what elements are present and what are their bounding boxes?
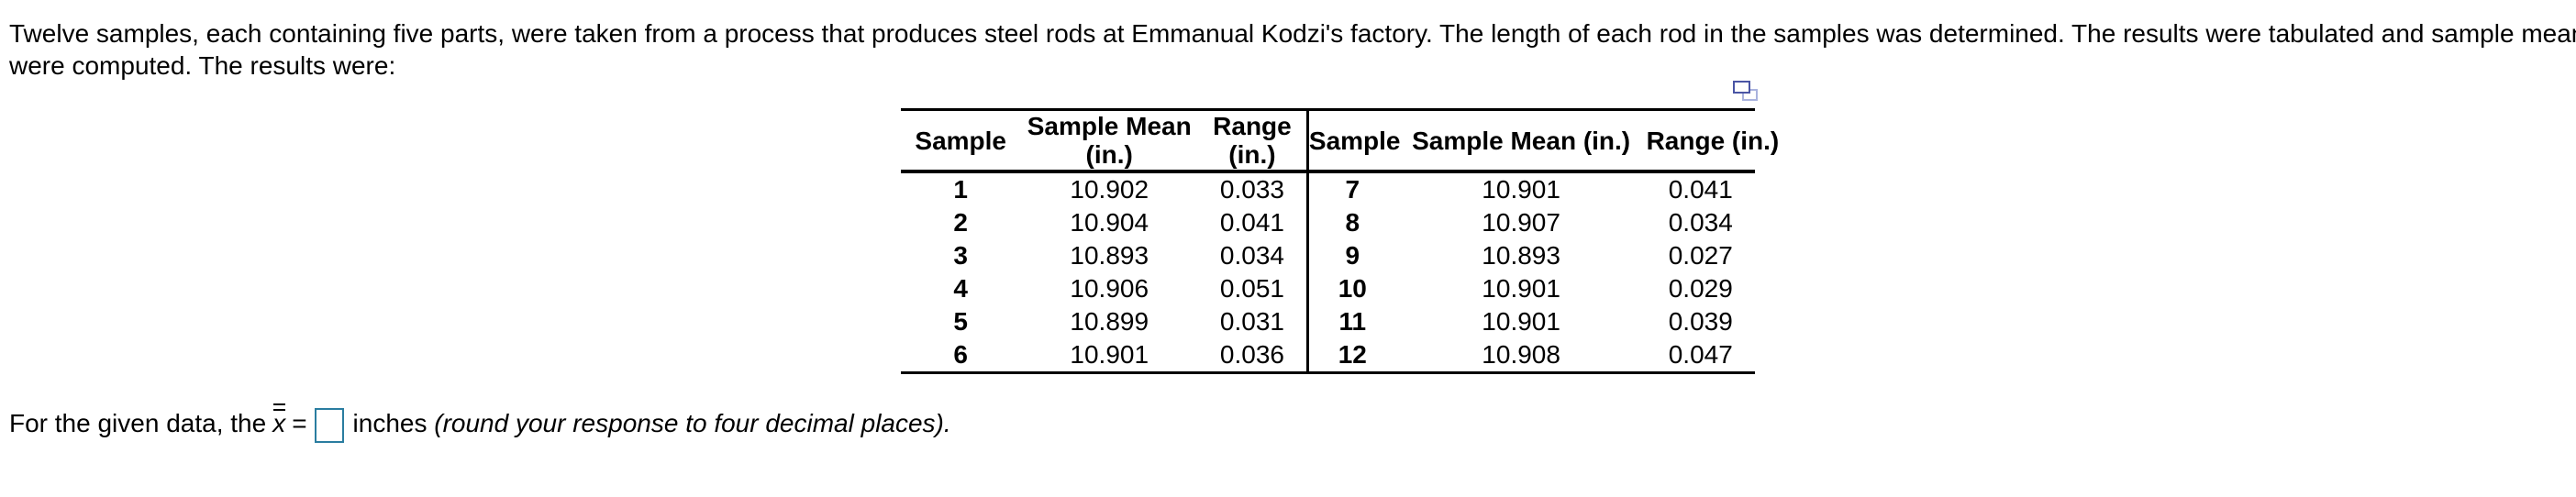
table-row: 6 10.901 0.036 12 10.908 0.047	[901, 338, 1755, 373]
sample-mean: 10.902	[1070, 175, 1149, 204]
question-prefix: For the given data, the	[9, 409, 267, 437]
x-double-bar-symbol: x	[272, 403, 286, 437]
sample-mean: 10.901	[1070, 340, 1149, 369]
table-row: 4 10.906 0.051 10 10.901 0.029	[901, 272, 1755, 305]
sample-number: 6	[953, 340, 968, 369]
problem-statement-line-2: were computed. The results were:	[9, 51, 396, 80]
sample-number: 10	[1338, 274, 1367, 303]
sample-range: 0.034	[1668, 208, 1733, 237]
header-sample-right: Sample	[1307, 109, 1401, 173]
unit-label: inches	[352, 409, 427, 437]
sample-mean: 10.907	[1482, 208, 1560, 237]
sample-mean: 10.901	[1482, 274, 1560, 303]
equals-sign: =	[292, 409, 307, 437]
header-range-left: Range (in.)	[1198, 109, 1309, 173]
sample-mean: 10.893	[1070, 241, 1149, 270]
header-mean-left: Sample Mean (in.)	[1020, 109, 1199, 173]
sample-range: 0.027	[1668, 241, 1733, 270]
answer-input[interactable]	[314, 407, 344, 443]
problem-statement: Twelve samples, each containing five par…	[9, 17, 2576, 82]
sample-number: 7	[1345, 175, 1360, 204]
sample-range: 0.041	[1198, 206, 1309, 239]
sample-mean: 10.901	[1482, 175, 1560, 204]
sample-mean: 10.901	[1482, 307, 1560, 336]
table-row: 3 10.893 0.034 9 10.893 0.027	[901, 239, 1755, 272]
header-range-right: Range (in.)	[1646, 109, 1779, 173]
sample-mean: 10.908	[1482, 340, 1560, 369]
header-sample-left: Sample	[901, 109, 1021, 173]
sample-number: 3	[953, 241, 968, 270]
sample-number: 2	[953, 208, 968, 237]
table-row: 1 10.902 0.033 7 10.901 0.041	[901, 171, 1755, 206]
popout-icon-front-rect	[1733, 81, 1750, 94]
table-header-row: Sample Sample Mean (in.) Range (in.) Sam…	[901, 109, 1779, 173]
sample-mean: 10.904	[1070, 208, 1149, 237]
sample-mean: 10.906	[1070, 274, 1149, 303]
sample-mean: 10.899	[1070, 307, 1149, 336]
header-mean-right: Sample Mean (in.)	[1395, 109, 1647, 173]
table-row: 5 10.899 0.031 11 10.901 0.039	[901, 305, 1755, 338]
answer-line: For the given data, the x = inches (round y…	[9, 401, 951, 447]
popout-table-icon[interactable]	[1733, 81, 1758, 101]
problem-statement-line-1: Twelve samples, each containing five par…	[9, 19, 2576, 48]
sample-range: 0.039	[1668, 307, 1733, 336]
sample-range: 0.031	[1198, 305, 1309, 338]
sample-range: 0.041	[1668, 175, 1733, 204]
sample-number: 12	[1338, 340, 1367, 369]
x-symbol: x	[272, 409, 286, 437]
samples-table: Sample Sample Mean (in.) Range (in.) Sam…	[901, 108, 1779, 374]
sample-number: 1	[953, 175, 968, 204]
sample-range: 0.051	[1198, 272, 1309, 305]
sample-range: 0.047	[1668, 340, 1733, 369]
sample-range: 0.034	[1198, 239, 1309, 272]
rounding-note: (round your response to four decimal pla…	[434, 409, 951, 437]
sample-range: 0.033	[1198, 171, 1309, 206]
sample-number: 5	[953, 307, 968, 336]
sample-mean: 10.893	[1482, 241, 1560, 270]
sample-number: 4	[953, 274, 968, 303]
sample-range: 0.029	[1668, 274, 1733, 303]
sample-number: 11	[1338, 307, 1367, 336]
sample-number: 9	[1345, 241, 1360, 270]
table-row: 2 10.904 0.041 8 10.907 0.034	[901, 206, 1755, 239]
data-table-container: Sample Sample Mean (in.) Range (in.) Sam…	[901, 81, 1779, 374]
double-bar-accent	[272, 403, 285, 411]
sample-range: 0.036	[1198, 338, 1309, 373]
sample-number: 8	[1345, 208, 1360, 237]
